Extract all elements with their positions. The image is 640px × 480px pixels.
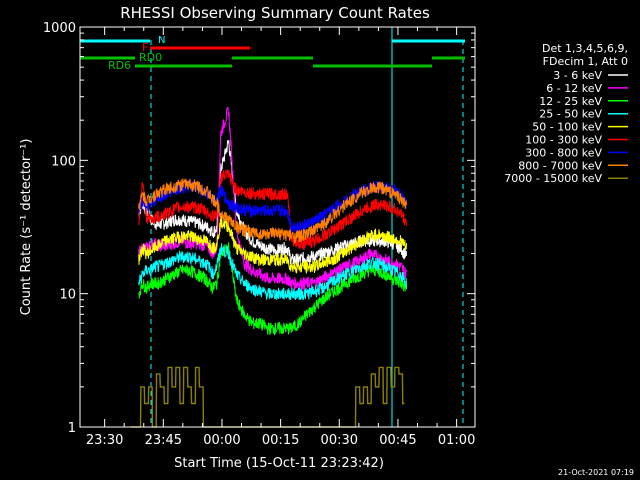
chart-title: RHESSI Observing Summary Count Rates <box>120 4 430 22</box>
legend-label-50-100-kev: 50 - 100 keV <box>532 121 602 134</box>
x-tick-label-5: 00:45 <box>379 433 416 448</box>
legend-header-line-2: FDecim 1, Att 0 <box>543 55 628 68</box>
legend-label-300-800-kev: 300 - 800 keV <box>525 146 602 159</box>
series-line-800-7000-kev <box>138 178 407 244</box>
x-tick-label-1: 23:45 <box>145 433 182 448</box>
data-series <box>130 106 407 428</box>
legend-header-line-1: Det 1,3,4,5,6,9, <box>542 42 628 55</box>
annotation-label-rd0: RD0 <box>139 51 162 64</box>
x-tick-label-6: 01:00 <box>438 433 475 448</box>
legend-label-6-12-kev: 6 - 12 keV <box>546 82 602 95</box>
legend-label-7000-15000-kev: 7000 - 15000 keV <box>504 172 602 185</box>
y-tick-label-2: 100 <box>51 154 76 169</box>
legend-label-12-25-kev: 12 - 25 keV <box>539 95 602 108</box>
series-line-25-50-kev <box>138 243 407 301</box>
legend-label-800-7000-kev: 800 - 7000 keV <box>518 159 602 172</box>
legend: Det 1,3,4,5,6,9, FDecim 1, Att 0 3 - 6 k… <box>504 42 628 185</box>
legend-label-3-6-kev: 3 - 6 keV <box>553 69 602 82</box>
series-line-100-300-kev <box>138 169 407 250</box>
y-tick-label-1: 10 <box>59 288 76 303</box>
annotation-label-n: N <box>158 35 165 46</box>
series-line-50-100-kev <box>138 215 407 275</box>
plot-frame <box>79 26 476 428</box>
x-tick-label-4: 00:30 <box>321 433 358 448</box>
x-tick-label-0: 23:30 <box>86 433 123 448</box>
x-tick-label-3: 00:15 <box>262 433 299 448</box>
y-axis: 1 10 100 1000 <box>43 21 475 436</box>
footer-date: 21-Oct-2021 07:19 <box>558 468 634 477</box>
y-axis-label: Count Rate (s⁻¹ detector⁻¹) <box>19 139 34 316</box>
legend-label-25-50-kev: 25 - 50 keV <box>539 108 602 121</box>
y-tick-label-3: 1000 <box>43 21 76 36</box>
x-axis: 23:30 23:45 00:00 00:15 00:30 00:45 01:00 <box>86 27 475 448</box>
x-tick-label-2: 00:00 <box>203 433 240 448</box>
legend-label-100-300-kev: 100 - 300 keV <box>525 134 602 147</box>
x-axis-label: Start Time (15-Oct-11 23:23:42) <box>174 456 384 471</box>
annotation-label-rd6: RD6 <box>108 59 131 72</box>
y-tick-label-0: 1 <box>68 421 76 436</box>
annotation-label-f: F <box>142 41 148 54</box>
series-line-12-25-kev <box>138 242 407 336</box>
